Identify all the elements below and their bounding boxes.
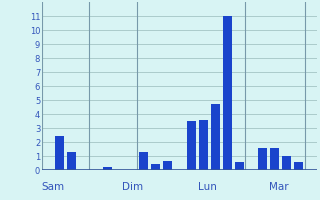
Bar xyxy=(187,121,196,170)
Bar xyxy=(282,156,292,170)
Bar xyxy=(211,104,220,170)
Text: Lun: Lun xyxy=(198,182,217,192)
Bar xyxy=(67,152,76,170)
Bar xyxy=(235,162,244,170)
Bar xyxy=(294,162,303,170)
Bar xyxy=(151,164,160,170)
Bar xyxy=(103,167,112,170)
Bar xyxy=(55,136,64,170)
Bar xyxy=(270,148,279,170)
Text: Mar: Mar xyxy=(269,182,288,192)
Bar xyxy=(139,152,148,170)
Bar xyxy=(163,161,172,170)
Bar xyxy=(199,120,208,170)
Bar xyxy=(223,16,232,170)
Text: Sam: Sam xyxy=(42,182,65,192)
Text: Dim: Dim xyxy=(122,182,143,192)
Bar xyxy=(259,148,268,170)
